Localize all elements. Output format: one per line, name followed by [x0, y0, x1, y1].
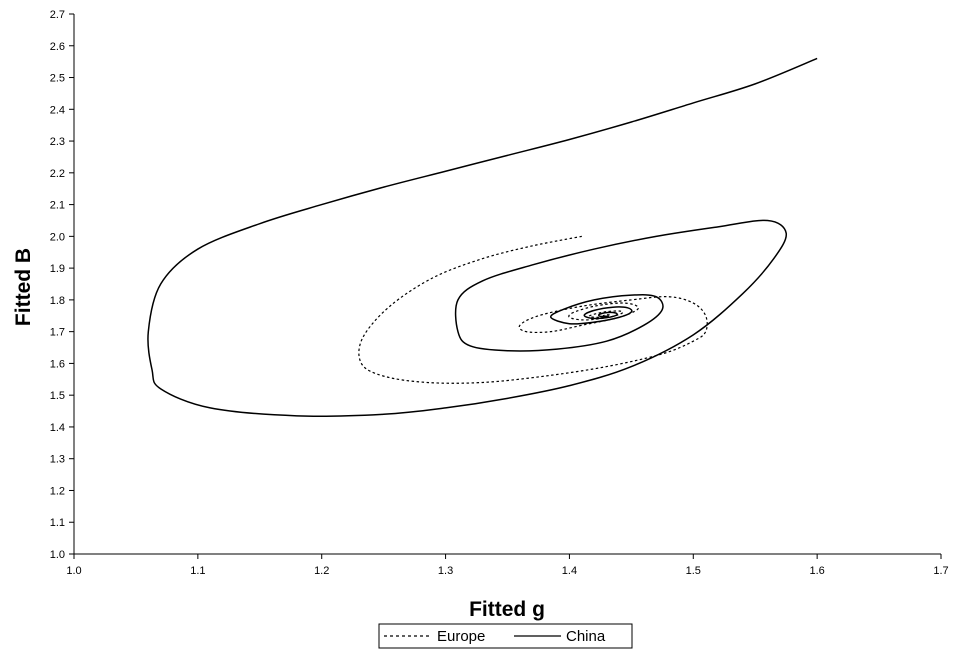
y-tick-label: 1.0	[50, 549, 65, 561]
x-axis-ticks: 1.0 1.1 1.2 1.3 1.4 1.5 1.6 1.7	[66, 554, 949, 577]
legend: Europe China	[378, 623, 633, 649]
y-tick-label: 1.3	[50, 454, 65, 466]
x-tick-label: 1.0	[66, 565, 81, 577]
series-layer	[147, 57, 818, 417]
y-tick-label: 1.5	[50, 390, 65, 402]
y-tick-label: 1.7	[50, 327, 65, 339]
legend-label-china: China	[566, 628, 606, 645]
series-line-europe	[358, 235, 708, 384]
y-tick-label: 2.1	[50, 200, 65, 212]
y-tick-label: 2.0	[50, 231, 65, 243]
y-tick-label: 1.2	[50, 485, 65, 497]
series-line-china	[147, 57, 818, 417]
x-tick-label: 1.3	[438, 565, 453, 577]
x-tick-label: 1.4	[562, 565, 577, 577]
y-tick-label: 2.7	[50, 9, 65, 21]
y-tick-label: 1.1	[50, 517, 65, 529]
y-tick-label: 1.8	[50, 295, 65, 307]
x-tick-label: 1.7	[933, 565, 948, 577]
y-axis-title: Fitted B	[12, 248, 35, 326]
x-tick-label: 1.5	[686, 565, 701, 577]
x-tick-label: 1.6	[809, 565, 824, 577]
legend-label-europe: Europe	[437, 628, 485, 645]
y-tick-label: 1.9	[50, 263, 65, 275]
y-tick-label: 2.5	[50, 73, 65, 85]
x-tick-label: 1.1	[190, 565, 205, 577]
y-tick-label: 2.6	[50, 41, 65, 53]
x-axis-title: Fitted g	[469, 598, 545, 621]
y-axis-ticks: 1.0 1.1 1.2 1.3 1.4 1.5 1.6 1.7 1.8 1.9 2.0 2.1 2.2 2…	[50, 9, 74, 561]
y-tick-label: 2.2	[50, 168, 65, 180]
y-tick-label: 2.4	[50, 104, 65, 116]
y-tick-label: 1.4	[50, 422, 65, 434]
x-tick-label: 1.2	[314, 565, 329, 577]
y-tick-label: 2.3	[50, 136, 65, 148]
axes	[73, 14, 941, 555]
y-tick-label: 1.6	[50, 358, 65, 370]
